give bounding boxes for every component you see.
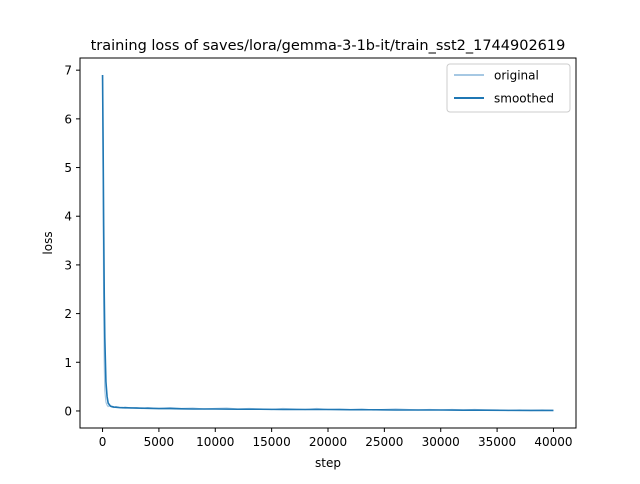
- x-axis-label: step: [315, 456, 341, 470]
- series-line-smoothed: [101, 75, 554, 412]
- y-tick-label: 0: [64, 404, 72, 418]
- y-tick-label: 3: [64, 258, 72, 272]
- x-tick-label: 30000: [422, 435, 460, 449]
- x-tick-label: 10000: [196, 435, 234, 449]
- y-tick-label: 5: [64, 161, 72, 175]
- y-tick-label: 1: [64, 356, 72, 370]
- legend-label-original: original: [494, 69, 539, 83]
- y-tick-label: 2: [64, 307, 72, 321]
- x-tick-label: 40000: [534, 435, 572, 449]
- x-tick-label: 0: [99, 435, 107, 449]
- x-axis-ticks: 0 5000 10000 15000 20000 25000 30000 35000 40000: [99, 428, 573, 449]
- plot-frame: [79, 57, 577, 429]
- series-line-original: [101, 75, 554, 412]
- y-tick-label: 7: [64, 64, 72, 78]
- y-axis-ticks: 0 1 2 3 4 5 6 7: [64, 64, 80, 418]
- x-tick-label: 15000: [253, 435, 291, 449]
- x-tick-label: 25000: [365, 435, 403, 449]
- y-tick-label: 4: [64, 210, 72, 224]
- legend: original smoothed: [446, 63, 571, 113]
- y-axis-label: loss: [41, 231, 55, 254]
- x-tick-label: 5000: [144, 435, 175, 449]
- legend-label-smoothed: smoothed: [494, 92, 554, 106]
- y-tick-label: 6: [64, 112, 72, 126]
- series-layer: [101, 75, 554, 412]
- chart-title: training loss of saves/lora/gemma-3-1b-i…: [91, 38, 566, 54]
- x-tick-label: 35000: [478, 435, 516, 449]
- x-tick-label: 20000: [309, 435, 347, 449]
